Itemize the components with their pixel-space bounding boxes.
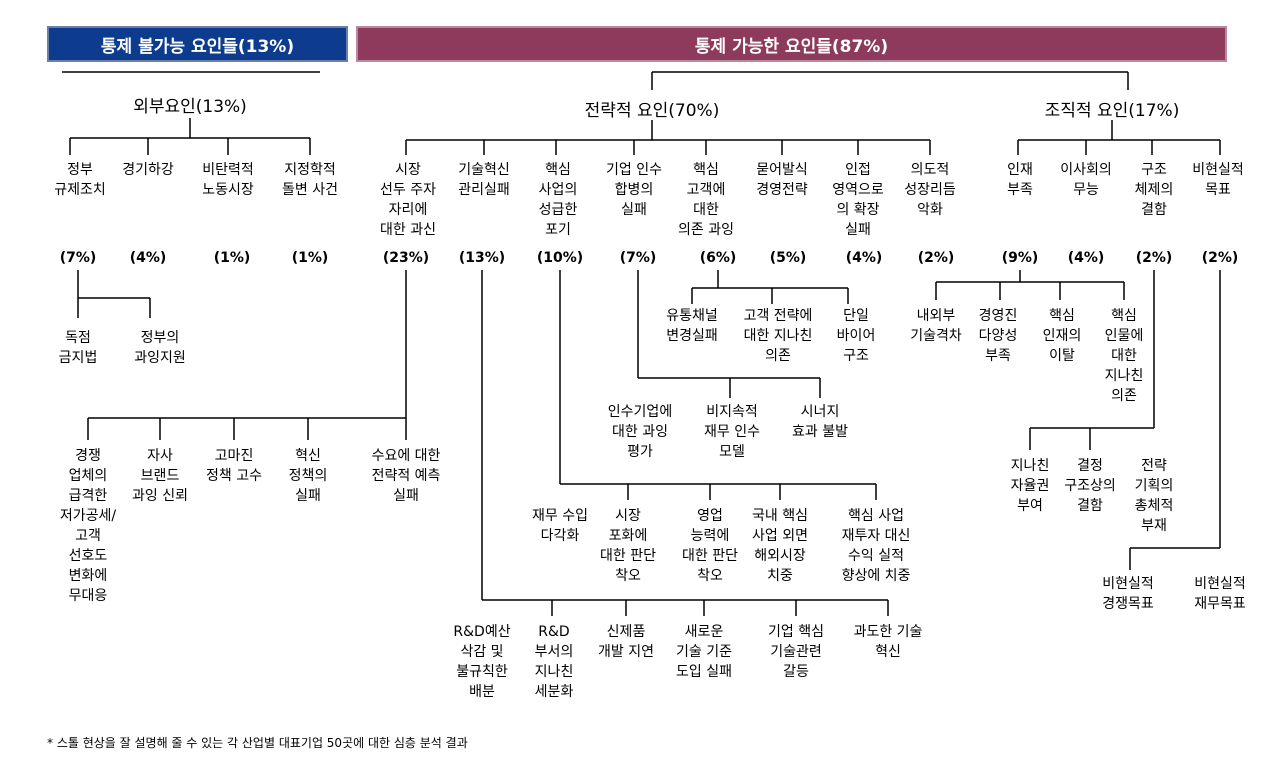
sub-key-talent-departure: 핵심 인재의 이탈: [1042, 308, 1082, 364]
header-uncontrollable: 통제 불가능 요인들(13%): [47, 26, 348, 62]
factor-structural-flaw: 구조 체제의 결함: [1134, 162, 1174, 218]
sub-channel-change-failure: 유통채널 변경실패: [666, 308, 718, 344]
sub-new-tech-standard-failure: 새로운 기술 기준 도입 실패: [676, 624, 732, 680]
factor-economic-downturn: 경기하강: [122, 162, 174, 178]
category-organizational: 조직적 요인(17%): [1044, 101, 1180, 121]
factor-key-customer-dependency: 핵심 고객에 대한 의존 과잉: [678, 162, 734, 238]
factor-government-regulation: 정부 규제조치: [54, 162, 106, 198]
sub-core-tech-conflict: 기업 핵심 기술관련 갈등: [768, 624, 824, 680]
pct-innovation-management-failure: (13%): [458, 250, 506, 266]
pct-government-regulation: (7%): [59, 250, 97, 266]
sub-tech-gap: 내외부 기술격차: [910, 308, 962, 344]
sub-demand-forecast-failure: 수요에 대한 전략적 예측 실패: [371, 448, 441, 504]
footnote: * 스톨 현상을 잘 설명해 줄 수 있는 각 산업별 대표기업 50곳에 대한…: [47, 736, 468, 750]
factor-board-incompetence: 이사회의 무능: [1060, 162, 1112, 198]
pct-core-business-abandonment: (10%): [536, 250, 584, 266]
pct-key-customer-dependency: (6%): [699, 250, 737, 266]
pct-talent-shortage: (9%): [1001, 250, 1039, 266]
factor-mna-failure: 기업 인수 합병의 실패: [606, 162, 662, 218]
factor-unrealistic-goals: 비현실적 목표: [1192, 162, 1244, 198]
category-strategic: 전략적 요인(70%): [584, 101, 720, 121]
sub-customer-strategy-dependency: 고객 전략에 대한 지나친 의존: [743, 308, 813, 364]
sub-high-margin-policy: 고마진 정책 고수: [206, 448, 262, 484]
sub-strategic-planning-absence: 전략 기획의 총체적 부재: [1134, 458, 1174, 534]
factor-growth-rhythm-worsening: 의도적 성장리듬 악화: [904, 162, 956, 218]
factor-inflexible-labor: 비탄력적 노동시장: [202, 162, 254, 198]
pct-growth-rhythm-worsening: (2%): [917, 250, 955, 266]
pct-follower-strategy: (5%): [769, 250, 807, 266]
sub-sales-capability-misjudge: 영업 능력에 대한 판단 착오: [682, 508, 738, 584]
sub-excess-gov-support: 정부의 과잉지원: [134, 330, 186, 366]
sub-revenue-diversification: 재무 수입 다각화: [532, 508, 588, 544]
header-controllable: 통제 가능한 요인들(87%): [356, 26, 1227, 62]
pct-economic-downturn: (4%): [129, 250, 167, 266]
pct-geopolitical-event: (1%): [291, 250, 329, 266]
factor-follower-strategy: 묻어발식 경영전략: [756, 162, 808, 198]
category-external: 외부요인(13%): [133, 97, 247, 117]
sub-excess-autonomy: 지나친 자율권 부여: [1010, 458, 1050, 514]
factor-geopolitical-event: 지정학적 돌변 사건: [282, 162, 338, 198]
sub-excess-innovation: 과도한 기술 혁신: [853, 624, 923, 660]
pct-unrealistic-goals: (2%): [1201, 250, 1239, 266]
pct-structural-flaw: (2%): [1135, 250, 1173, 266]
sub-earnings-focus: 핵심 사업 재투자 대신 수익 실적 향상에 치중: [841, 508, 911, 584]
factor-talent-shortage: 인재 부족: [1007, 162, 1033, 198]
pct-market-leader-overconfidence: (23%): [382, 250, 430, 266]
pct-board-incompetence: (4%): [1067, 250, 1105, 266]
sub-brand-overtrust: 자사 브랜드 과잉 신뢰: [132, 448, 188, 504]
sub-synergy-failure: 시너지 효과 불발: [792, 404, 848, 440]
sub-no-response-competitor: 경쟁 업체의 급격한 저가공세/고객 선호도 변화에 무대응: [59, 448, 117, 604]
sub-unrealistic-financial-goal: 비현실적 재무목표: [1194, 576, 1246, 612]
pct-inflexible-labor: (1%): [213, 250, 251, 266]
sub-market-saturation-misjudge: 시장 포화에 대한 판단 착오: [600, 508, 656, 584]
sub-exec-diversity-lack: 경영진 다양성 부족: [978, 308, 1018, 364]
sub-rnd-fragmentation: R&D 부서의 지나친 세분화: [534, 624, 574, 700]
factor-adjacent-expansion-failure: 인접 영역으로 의 확장 실패: [832, 162, 884, 238]
sub-unrealistic-competitive-goal: 비현실적 경쟁목표: [1102, 576, 1154, 612]
sub-rnd-budget-cut: R&D예산 삭감 및 불규칙한 배분: [453, 624, 511, 700]
sub-overseas-focus: 국내 핵심 사업 외면 해외시장 치중: [752, 508, 808, 584]
sub-innovation-policy-failure: 혁신 정책의 실패: [288, 448, 328, 504]
factor-innovation-management-failure: 기술혁신 관리실패: [458, 162, 510, 198]
sub-key-person-dependency: 핵심 인물에 대한 지나친 의존: [1104, 308, 1144, 404]
sub-antitrust-law: 독점 금지법: [58, 330, 98, 366]
factor-market-leader-overconfidence: 시장 선두 주자 자리에 대한 과신: [380, 162, 436, 238]
sub-unsustainable-finance-model: 비지속적 재무 인수 모델: [704, 404, 760, 460]
sub-decision-structure-flaw: 결정 구조상의 결함: [1064, 458, 1116, 514]
sub-single-buyer-structure: 단일 바이어 구조: [836, 308, 876, 364]
factor-core-business-abandonment: 핵심 사업의 성급한 포기: [538, 162, 578, 238]
sub-acquiree-overvaluation: 인수기업에 대한 과잉 평가: [607, 404, 673, 460]
sub-new-product-delay: 신제품 개발 지연: [598, 624, 654, 660]
pct-adjacent-expansion-failure: (4%): [845, 250, 883, 266]
pct-mna-failure: (7%): [619, 250, 657, 266]
